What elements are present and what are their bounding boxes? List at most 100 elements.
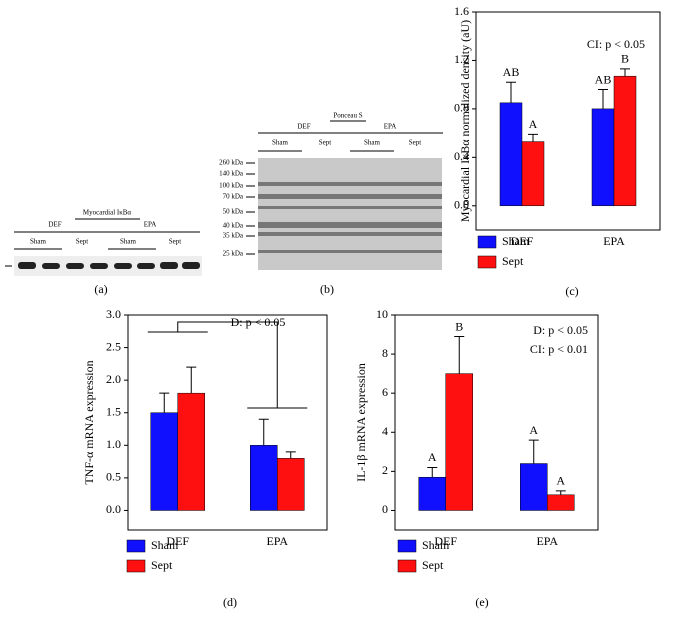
y-tick-label: 0.4 bbox=[454, 149, 469, 163]
kda-label: 140 kDa bbox=[219, 170, 244, 178]
y-tick-label: 10 bbox=[376, 307, 388, 321]
bar bbox=[520, 463, 548, 511]
blot-image bbox=[258, 158, 442, 270]
error-bar bbox=[620, 68, 630, 77]
kda-label: 100 kDa bbox=[219, 182, 244, 190]
bracket bbox=[147, 321, 308, 409]
bar bbox=[521, 141, 545, 207]
panel-label: (a) bbox=[94, 282, 107, 296]
bands bbox=[18, 262, 200, 269]
y-tick-label: 4 bbox=[382, 424, 388, 438]
error-bar bbox=[258, 418, 269, 446]
y-tick-label: 6 bbox=[382, 385, 388, 399]
error-bar bbox=[528, 439, 539, 464]
x-tick-label: EPA bbox=[603, 234, 625, 248]
error-bar bbox=[555, 490, 566, 495]
y-axis-label: Myocardial IκBα normalized density (aU) bbox=[458, 20, 472, 222]
panel-label: (d) bbox=[223, 595, 237, 609]
y-tick-label: 2 bbox=[382, 463, 388, 477]
y-tick-label: 1.5 bbox=[106, 404, 121, 418]
legend-swatch bbox=[126, 539, 146, 553]
bar bbox=[418, 476, 446, 511]
blot-title: Myocardial IκBα bbox=[83, 209, 132, 217]
bar bbox=[547, 494, 575, 511]
legend-label: Sept bbox=[502, 254, 524, 268]
x-tick-label: EPA bbox=[266, 534, 288, 548]
plot-frame bbox=[127, 314, 328, 531]
group-letter: AB bbox=[595, 72, 612, 86]
group-letter: B bbox=[455, 319, 463, 333]
x-tick-label: DEF bbox=[434, 534, 457, 548]
bar bbox=[277, 458, 305, 511]
blot-b: Ponceau S DEF EPA Sham Sept Sham Sept (b… bbox=[258, 112, 443, 296]
annotation: D: p < 0.05 bbox=[533, 323, 588, 337]
bar bbox=[445, 373, 473, 511]
y-axis-label: IL-1β mRNA expression bbox=[354, 363, 368, 482]
plot-frame bbox=[475, 11, 661, 231]
bar bbox=[591, 108, 615, 207]
legend-label: Sham bbox=[422, 538, 450, 552]
kda-label: 50 kDa bbox=[223, 208, 244, 216]
x-tick-label: EPA bbox=[536, 534, 558, 548]
bar bbox=[499, 102, 523, 207]
error-bar bbox=[506, 81, 516, 103]
group-letter: A bbox=[556, 474, 565, 488]
group-label: DEF bbox=[48, 221, 61, 229]
panel-label: (c) bbox=[565, 284, 578, 298]
group-letter: A bbox=[428, 450, 437, 464]
y-tick-label: 0 bbox=[382, 502, 388, 516]
y-tick-label: 0.0 bbox=[454, 198, 469, 212]
annotation: CI: p < 0.01 bbox=[530, 342, 588, 356]
kda-label: 40 kDa bbox=[223, 222, 244, 230]
group-letter: A bbox=[529, 117, 538, 131]
error-bar bbox=[528, 133, 538, 142]
bands bbox=[258, 182, 442, 253]
group-label: DEF bbox=[297, 123, 310, 131]
group-label: EPA bbox=[384, 123, 397, 131]
error-bar bbox=[186, 366, 197, 394]
lane-label: Sham bbox=[364, 139, 381, 147]
annotation: CI: p < 0.05 bbox=[587, 37, 645, 51]
lane-label: Sept bbox=[319, 139, 332, 147]
y-tick-label: 1.2 bbox=[454, 52, 469, 66]
legend-swatch bbox=[126, 559, 146, 573]
y-axis-label: TNF-α mRNA expression bbox=[82, 360, 96, 484]
legend-swatch bbox=[397, 539, 417, 553]
legend-label: Sept bbox=[151, 558, 173, 572]
blot-title: Ponceau S bbox=[333, 112, 362, 120]
group-letter: AB bbox=[503, 65, 520, 79]
error-bar bbox=[159, 392, 170, 413]
lane-label: Sham bbox=[120, 238, 137, 246]
panel-label: (b) bbox=[320, 282, 334, 296]
error-bar bbox=[454, 336, 465, 374]
y-tick-label: 3.0 bbox=[106, 307, 121, 321]
group-label: EPA bbox=[144, 221, 157, 229]
panel-label: (e) bbox=[475, 595, 488, 609]
legend-label: Sham bbox=[151, 538, 179, 552]
y-tick-label: 2.5 bbox=[106, 339, 121, 353]
bar bbox=[613, 75, 637, 207]
lane-label: Sham bbox=[272, 139, 289, 147]
kda-label: 70 kDa bbox=[223, 193, 244, 201]
legend-label: Sept bbox=[422, 558, 444, 572]
x-tick-label: DEF bbox=[511, 234, 534, 248]
kda-label: 260 kDa bbox=[219, 159, 244, 167]
legend-swatch bbox=[397, 559, 417, 573]
bar bbox=[250, 445, 278, 511]
lane-label: Sham bbox=[30, 238, 47, 246]
bar bbox=[177, 392, 205, 511]
group-letter: A bbox=[529, 423, 538, 437]
lane-label: Sept bbox=[409, 139, 422, 147]
x-tick-label: DEF bbox=[166, 534, 189, 548]
bar bbox=[150, 412, 178, 511]
kda-label: 25 kDa bbox=[223, 250, 244, 258]
y-tick-label: 8 bbox=[382, 346, 388, 360]
y-tick-label: 0.0 bbox=[106, 502, 121, 516]
lane-label: Sept bbox=[76, 238, 89, 246]
legend-swatch bbox=[477, 235, 497, 249]
lane-label: Sept bbox=[169, 238, 182, 246]
y-tick-label: 0.5 bbox=[106, 470, 121, 484]
kda-label: 35 kDa bbox=[223, 232, 244, 240]
y-tick-label: 1.0 bbox=[106, 437, 121, 451]
